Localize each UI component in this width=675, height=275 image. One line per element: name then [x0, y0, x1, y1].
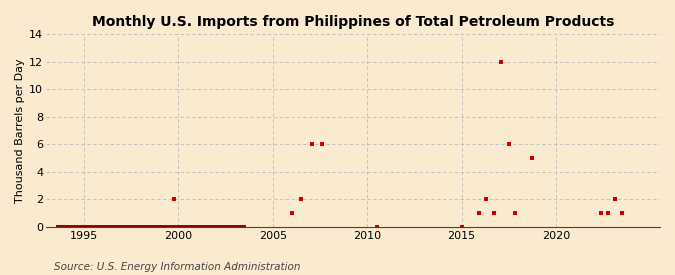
Title: Monthly U.S. Imports from Philippines of Total Petroleum Products: Monthly U.S. Imports from Philippines of…	[92, 15, 614, 29]
Point	[504, 142, 514, 146]
Point	[510, 211, 521, 215]
Point	[496, 60, 507, 64]
Point	[456, 224, 467, 229]
Text: Source: U.S. Energy Information Administration: Source: U.S. Energy Information Administ…	[54, 262, 300, 272]
Point	[603, 211, 614, 215]
Point	[481, 197, 491, 201]
Point	[473, 211, 484, 215]
Point	[489, 211, 500, 215]
Point	[317, 142, 327, 146]
Point	[296, 197, 306, 201]
Point	[286, 211, 297, 215]
Point	[168, 197, 179, 201]
Point	[596, 211, 607, 215]
Y-axis label: Thousand Barrels per Day: Thousand Barrels per Day	[15, 58, 25, 203]
Point	[371, 224, 382, 229]
Point	[527, 156, 538, 160]
Point	[617, 211, 628, 215]
Point	[610, 197, 620, 201]
Point	[307, 142, 318, 146]
